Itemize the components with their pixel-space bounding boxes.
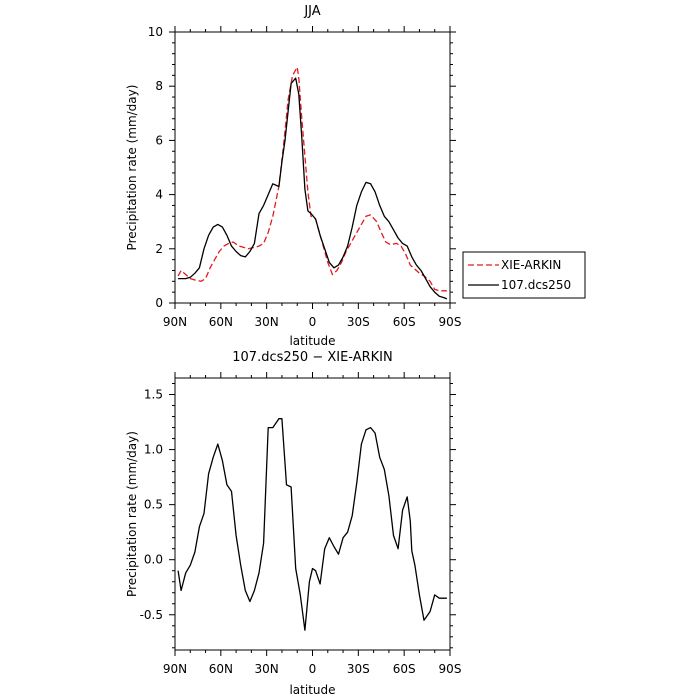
- legend-label-1: XIE-ARKIN: [501, 258, 561, 272]
- y-tick-label: 1.5: [144, 388, 163, 402]
- x-tick-label: 60S: [393, 662, 416, 676]
- y-tick-label: 2: [155, 242, 163, 256]
- x-tick-label: 30S: [347, 315, 370, 329]
- y-tick-label: 4: [155, 188, 163, 202]
- x-tick-label: 90N: [163, 315, 187, 329]
- x-tick-label: 0: [309, 662, 317, 676]
- legend-box: [462, 251, 586, 299]
- x-tick-label: 60N: [209, 662, 233, 676]
- y-tick-label: -0.5: [140, 608, 163, 622]
- x-tick-label: 90S: [439, 315, 462, 329]
- y-tick-label: 1.0: [144, 443, 163, 457]
- x-tick-label: 60S: [393, 315, 416, 329]
- series-line-2: [178, 77, 448, 300]
- y-tick-label: 6: [155, 133, 163, 147]
- y-axis-label: Precipitation rate (mm/day): [125, 431, 139, 597]
- chart-title: JJA: [303, 4, 320, 19]
- x-axis-label: latitude: [289, 683, 335, 697]
- y-tick-label: 0.5: [144, 498, 163, 512]
- chart-title: 107.dcs250 − XIE-ARKIN: [232, 350, 392, 365]
- y-axis-label: Precipitation rate (mm/day): [125, 85, 139, 251]
- y-tick-label: 8: [155, 79, 163, 93]
- x-axis-label: latitude: [289, 334, 335, 348]
- legend-label-2: 107.dcs250: [501, 278, 571, 292]
- series-line-1: [177, 66, 447, 292]
- x-tick-label: 30N: [255, 662, 279, 676]
- y-tick-label: 0: [155, 296, 163, 310]
- x-tick-label: 30S: [347, 662, 370, 676]
- chart-panel-1: JJA 90N 60N 30N 0 30S 60S 90S 0 2 4 6 8 10 latitude Pre…: [125, 4, 586, 348]
- x-tick-label: 90N: [163, 662, 187, 676]
- x-tick-label: 60N: [209, 315, 233, 329]
- x-tick-label: 90S: [439, 662, 462, 676]
- x-tick-label: 30N: [255, 315, 279, 329]
- x-tick-label: 0: [309, 315, 317, 329]
- chart-panel-2: 107.dcs250 − XIE-ARKIN 90N 60N 30N 0 30S 60S 90…: [125, 350, 461, 697]
- series-line-1: [177, 418, 447, 631]
- y-tick-label: 0.0: [144, 553, 163, 567]
- y-tick-label: 10: [148, 25, 163, 39]
